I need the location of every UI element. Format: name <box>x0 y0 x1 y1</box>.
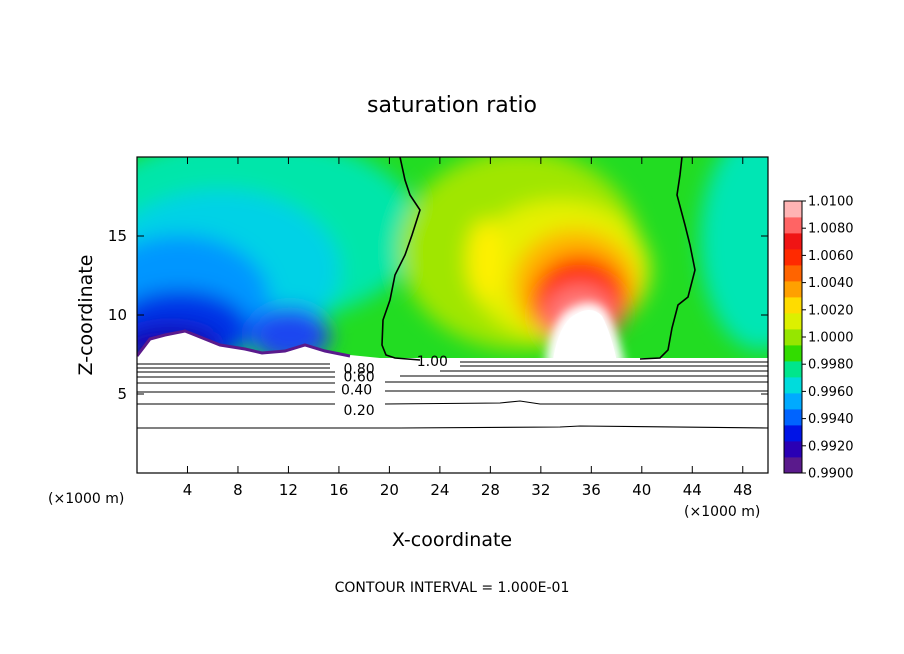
contour-line-7 <box>137 400 768 405</box>
x-tick-label: 48 <box>733 481 752 499</box>
colorbar-segment <box>784 281 802 298</box>
colorbar-label: 1.0060 <box>808 249 854 264</box>
saturation-field <box>137 157 768 365</box>
colorbar-segment <box>784 329 802 346</box>
colorbar-segment <box>784 361 802 378</box>
contour-label: 0.80 <box>344 362 375 378</box>
x-tick-label: 32 <box>531 481 550 499</box>
colorbar-label: 0.9940 <box>808 412 854 427</box>
colorbar: 1.0100 1.0080 1.0060 1.0040 1.0020 1.0000 0.99… <box>783 195 854 482</box>
x-axis-label: X-coordinate <box>392 529 512 551</box>
colorbar-segment <box>784 409 802 426</box>
x-tick-label: 24 <box>430 481 449 499</box>
contour-1-00-west <box>381 157 421 361</box>
field-lower-edge <box>137 330 768 365</box>
field-purple-fringe <box>137 329 351 358</box>
contour-line-8 <box>137 425 768 429</box>
x-axis-ticks: 4 8 12 16 20 24 28 32 36 40 44 48 <box>183 157 752 499</box>
x-unit-left: (×1000 m) <box>48 491 124 507</box>
contour-label: 0.60 <box>344 370 375 386</box>
colorbar-segment <box>784 393 802 410</box>
contour-line-5 <box>137 381 768 384</box>
colorbar-segment <box>784 345 802 362</box>
x-tick-label: 28 <box>481 481 500 499</box>
colorbar-segment <box>784 441 802 458</box>
y-tick-label: 15 <box>108 227 127 245</box>
colorbar-label: 0.9980 <box>808 358 854 373</box>
contour-interval-note: CONTOUR INTERVAL = 1.000E-01 <box>335 580 570 596</box>
contour-line-4 <box>137 375 768 378</box>
contour-label: 0.40 <box>341 382 372 398</box>
colorbar-segment <box>784 233 802 250</box>
x-tick-label: 16 <box>329 481 348 499</box>
colorbar-segment <box>784 457 802 474</box>
contour-line-6 <box>137 390 768 393</box>
y-tick-label: 5 <box>117 385 127 403</box>
field-white-dome-core <box>552 310 618 365</box>
contour-1-00-east <box>639 157 696 360</box>
contour-line-3 <box>137 370 768 373</box>
contour-label: 1.00 <box>417 354 448 370</box>
field-yellow-finger <box>467 220 503 300</box>
colorbar-segment <box>784 201 802 218</box>
colorbar-label: 1.0100 <box>808 195 854 210</box>
colorbar-segment <box>784 377 802 394</box>
colorbar-segment <box>784 297 802 314</box>
colorbar-label: 1.0080 <box>808 222 854 237</box>
colorbar-segment <box>784 217 802 234</box>
chart-title: saturation ratio <box>367 93 537 118</box>
x-unit-right: (×1000 m) <box>684 504 760 520</box>
contour-line-1 <box>137 361 768 365</box>
colorbar-label: 1.0020 <box>808 303 854 318</box>
colorbar-label: 0.9920 <box>808 439 854 454</box>
colorbar-label: 0.9900 <box>808 467 854 482</box>
x-tick-label: 40 <box>632 481 651 499</box>
field-cyan-east <box>700 157 768 350</box>
plot-area: 1.00 0.800.600.40 0.20 <box>137 157 768 473</box>
colorbar-segment <box>784 249 802 266</box>
x-tick-label: 8 <box>233 481 243 499</box>
colorbar-label: 0.9960 <box>808 385 854 400</box>
contour-line-2 <box>137 365 768 369</box>
x-tick-label: 12 <box>279 481 298 499</box>
colorbar-label: 1.0000 <box>808 331 854 346</box>
x-tick-label: 36 <box>582 481 601 499</box>
x-tick-label: 4 <box>183 481 193 499</box>
contour-label: 0.20 <box>344 403 375 419</box>
y-tick-label: 10 <box>108 306 127 324</box>
colorbar-label: 1.0040 <box>808 276 854 291</box>
colorbar-segment <box>784 313 802 330</box>
y-axis-ticks: 5 10 15 <box>108 227 768 403</box>
contour-lines <box>137 361 768 429</box>
x-tick-label: 44 <box>683 481 702 499</box>
colorbar-segment <box>784 425 802 442</box>
colorbar-segment <box>784 265 802 282</box>
y-axis-label: Z-coordinate <box>75 255 97 376</box>
contour-labels: 1.00 0.800.600.40 0.20 <box>341 354 448 419</box>
x-tick-label: 20 <box>380 481 399 499</box>
